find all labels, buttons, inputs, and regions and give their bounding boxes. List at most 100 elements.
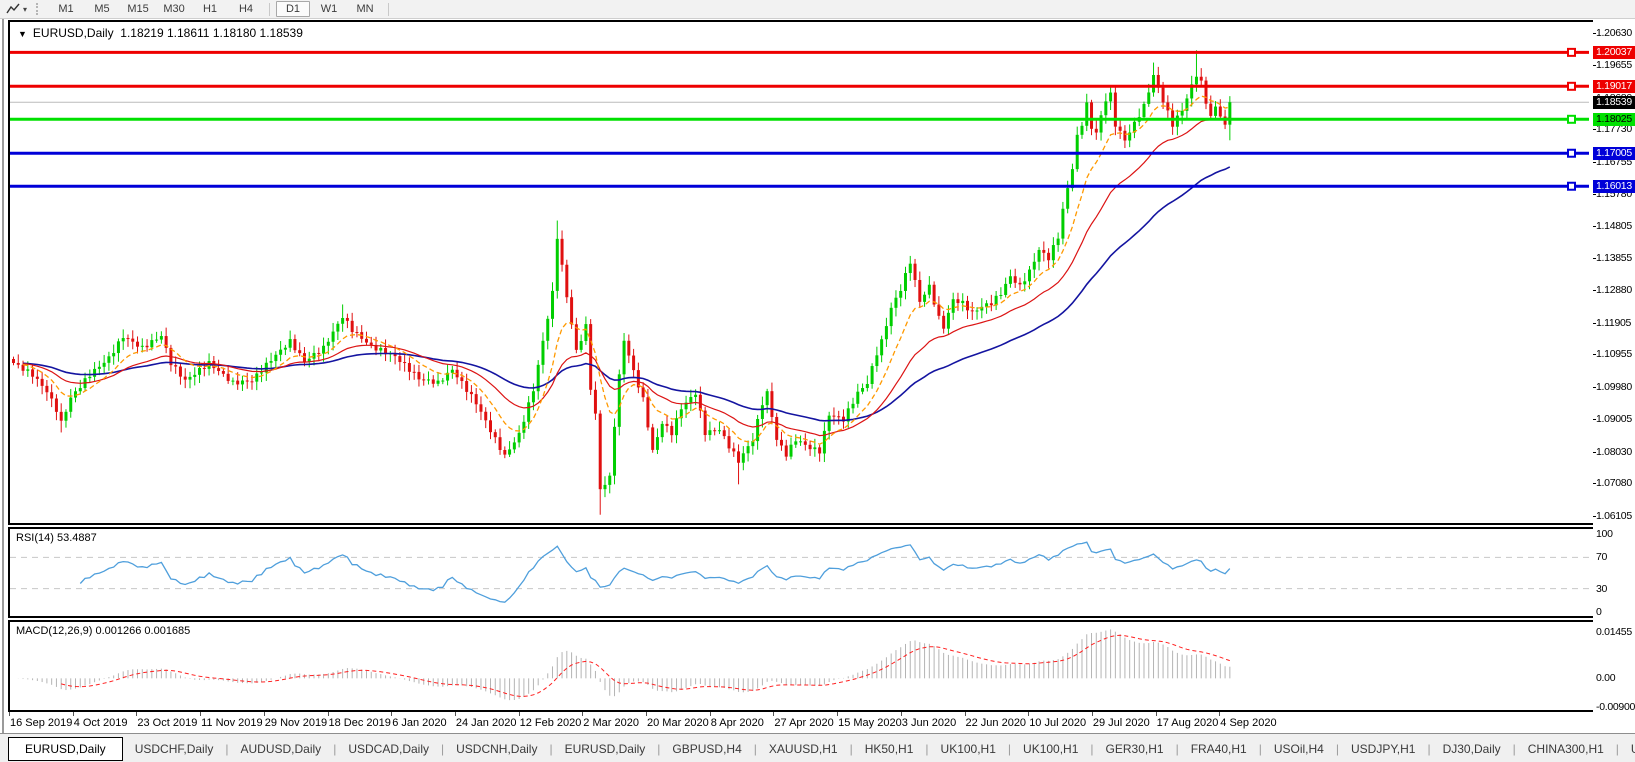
- price-tick-label: 1.09005: [1596, 413, 1632, 426]
- date-label: 8 Apr 2020: [710, 717, 764, 729]
- level-price-badge[interactable]: 1.17005: [1593, 146, 1635, 160]
- current-price-badge[interactable]: 1.18539: [1593, 95, 1635, 109]
- timeframe-toolbar: ▾ M1 M5 M15 M30 H1 H4 D1 W1 MN: [0, 0, 1635, 19]
- chart-tab-uk100-h1[interactable]: UK100,H1: [940, 741, 996, 756]
- level-price-badge[interactable]: 1.19017: [1593, 79, 1635, 93]
- timeframe-button-m15[interactable]: M15: [127, 3, 149, 15]
- level-price-badge[interactable]: 1.20037: [1593, 45, 1635, 59]
- price-tick-mark: [1593, 129, 1596, 131]
- date-tick-mark: [582, 712, 584, 716]
- chart-tab-gbpusd-h4[interactable]: GBPUSD,H4: [672, 741, 742, 756]
- price-tick-mark: [1593, 290, 1596, 292]
- timeframe-button-h4[interactable]: H4: [238, 3, 254, 15]
- toolbar-separator: [388, 2, 390, 16]
- date-tick-mark: [9, 712, 10, 716]
- date-tick-mark: [1219, 712, 1221, 716]
- tab-separator: |: [657, 741, 661, 756]
- date-label: 23 Oct 2019: [137, 717, 198, 729]
- price-tick-mark: [1593, 322, 1596, 324]
- time-axis[interactable]: 16 Sep 2019 4 Oct 2019 23 Oct 2019 11 Nov 2…: [8, 712, 1591, 733]
- date-label: 18 Dec 2019: [328, 717, 391, 729]
- price-tick-mark: [1593, 65, 1596, 67]
- price-chart-panel[interactable]: ▼ EURUSD,Daily 1.18219 1.18611 1.18180 1.…: [8, 20, 1595, 525]
- date-tick-mark: [900, 712, 902, 716]
- chart-tab-dj30-daily[interactable]: DJ30,Daily: [1442, 741, 1501, 756]
- macd-panel[interactable]: MACD(12,26,9) 0.001266 0.001685: [8, 620, 1595, 712]
- date-label: 20 Mar 2020: [647, 717, 709, 729]
- date-label: 22 Jun 2020: [965, 717, 1027, 729]
- price-axis[interactable]: 1.206301.196551.186801.177301.167551.157…: [1593, 19, 1635, 714]
- chart-tab-audusd-daily[interactable]: AUDUSD,Daily: [240, 741, 322, 756]
- chart-title: ▼ EURUSD,Daily 1.18219 1.18611 1.18180 1.…: [18, 26, 303, 40]
- date-tick-mark: [837, 712, 839, 716]
- date-tick-mark: [1091, 712, 1093, 716]
- chart-tab-usdcnh-daily[interactable]: USDCNH,Daily: [456, 741, 538, 756]
- chart-tab-usdjpy-h1[interactable]: USDJPY,H1: [1350, 741, 1416, 756]
- date-label: 16 Sep 2019: [10, 717, 73, 729]
- date-tick-mark: [263, 712, 265, 716]
- date-tick-mark: [454, 712, 456, 716]
- timeframe-button-m30[interactable]: M30: [163, 3, 185, 15]
- price-tick-label: 1.08030: [1596, 445, 1632, 458]
- price-tick-mark: [1593, 32, 1596, 34]
- date-label: 15 May 2020: [838, 717, 902, 729]
- timeframe-button-d1[interactable]: D1: [276, 1, 311, 17]
- chart-tab-china300-h1[interactable]: CHINA300,H1: [1527, 741, 1604, 756]
- tab-separator: |: [849, 741, 853, 756]
- level-price-badge[interactable]: 1.18025: [1593, 112, 1635, 126]
- chart-tab-usoil-h1[interactable]: USOil,H1: [1619, 738, 1635, 760]
- chart-tab-eurusd-daily[interactable]: EURUSD,Daily: [564, 741, 646, 756]
- chart-tab-ger30-h1[interactable]: GER30,H1: [1105, 741, 1164, 756]
- level-price-badge[interactable]: 1.16013: [1593, 179, 1635, 193]
- price-tick-mark: [1593, 515, 1596, 517]
- chart-tab-fra40-h1[interactable]: FRA40,H1: [1190, 741, 1247, 756]
- date-tick-mark: [646, 712, 647, 716]
- price-tick-mark: [1593, 483, 1596, 485]
- rsi-label: RSI(14) 53.4887: [16, 532, 97, 544]
- date-label: 10 Jul 2020: [1029, 717, 1087, 729]
- chart-ohlc: 1.18219 1.18611 1.18180 1.18539: [120, 26, 303, 40]
- date-tick-mark: [136, 712, 138, 716]
- tab-separator: |: [1512, 741, 1516, 756]
- rsi-tick-label: 70: [1596, 551, 1608, 564]
- chart-tab-usdchf-daily[interactable]: USDCHF,Daily: [134, 741, 214, 756]
- rsi-chart-canvas[interactable]: [10, 529, 1589, 617]
- timeframe-button-mn[interactable]: MN: [356, 3, 374, 15]
- rsi-tick-label: 0: [1596, 606, 1602, 618]
- price-tick-mark: [1593, 451, 1596, 453]
- dropdown-caret-icon[interactable]: ▾: [23, 4, 28, 14]
- date-label: 2 Mar 2020: [583, 717, 639, 729]
- tab-separator: |: [333, 741, 337, 756]
- chart-tab-usdcad-daily[interactable]: USDCAD,Daily: [348, 741, 429, 756]
- toolbar-grip[interactable]: [36, 3, 42, 15]
- price-tick-label: 1.07080: [1596, 477, 1632, 490]
- line-studies-icon[interactable]: [4, 2, 22, 16]
- rsi-panel[interactable]: RSI(14) 53.4887: [8, 527, 1595, 618]
- price-chart-canvas[interactable]: [10, 22, 1589, 524]
- tab-separator: |: [1615, 741, 1619, 756]
- timeframe-buttons: M1 M5 M15 M30 H1 H4 D1 W1 MN: [48, 1, 394, 17]
- timeframe-button-w1[interactable]: W1: [320, 3, 338, 15]
- price-tick-label: 1.14805: [1596, 220, 1632, 233]
- price-tick-mark: [1593, 226, 1596, 228]
- date-tick-mark: [327, 712, 329, 716]
- date-label: 6 Jan 2020: [392, 717, 447, 729]
- date-label: 29 Nov 2019: [264, 717, 328, 729]
- price-tick-mark: [1593, 354, 1596, 356]
- chart-tab-eurusd-daily[interactable]: EURUSD,Daily: [8, 736, 123, 761]
- date-tick-mark: [1028, 712, 1030, 716]
- chart-expand-icon[interactable]: ▼: [18, 29, 27, 39]
- tab-separator: |: [1007, 741, 1012, 756]
- timeframe-button-h1[interactable]: H1: [202, 3, 218, 15]
- date-label: 29 Jul 2020: [1092, 717, 1150, 729]
- price-tick-mark: [1593, 419, 1596, 421]
- chart-tab-uk100-h1[interactable]: UK100,H1: [1023, 741, 1079, 756]
- price-tick-mark: [1593, 386, 1596, 388]
- chart-tab-usoil-h4[interactable]: USOil,H4: [1273, 741, 1324, 756]
- macd-chart-canvas[interactable]: [10, 622, 1589, 711]
- timeframe-button-m5[interactable]: M5: [94, 3, 110, 15]
- chart-tab-hk50-h1[interactable]: HK50,H1: [864, 741, 914, 756]
- chart-tab-xauusd-h1[interactable]: XAUUSD,H1: [768, 741, 838, 756]
- timeframe-button-m1[interactable]: M1: [58, 3, 74, 15]
- date-tick-mark: [200, 712, 202, 716]
